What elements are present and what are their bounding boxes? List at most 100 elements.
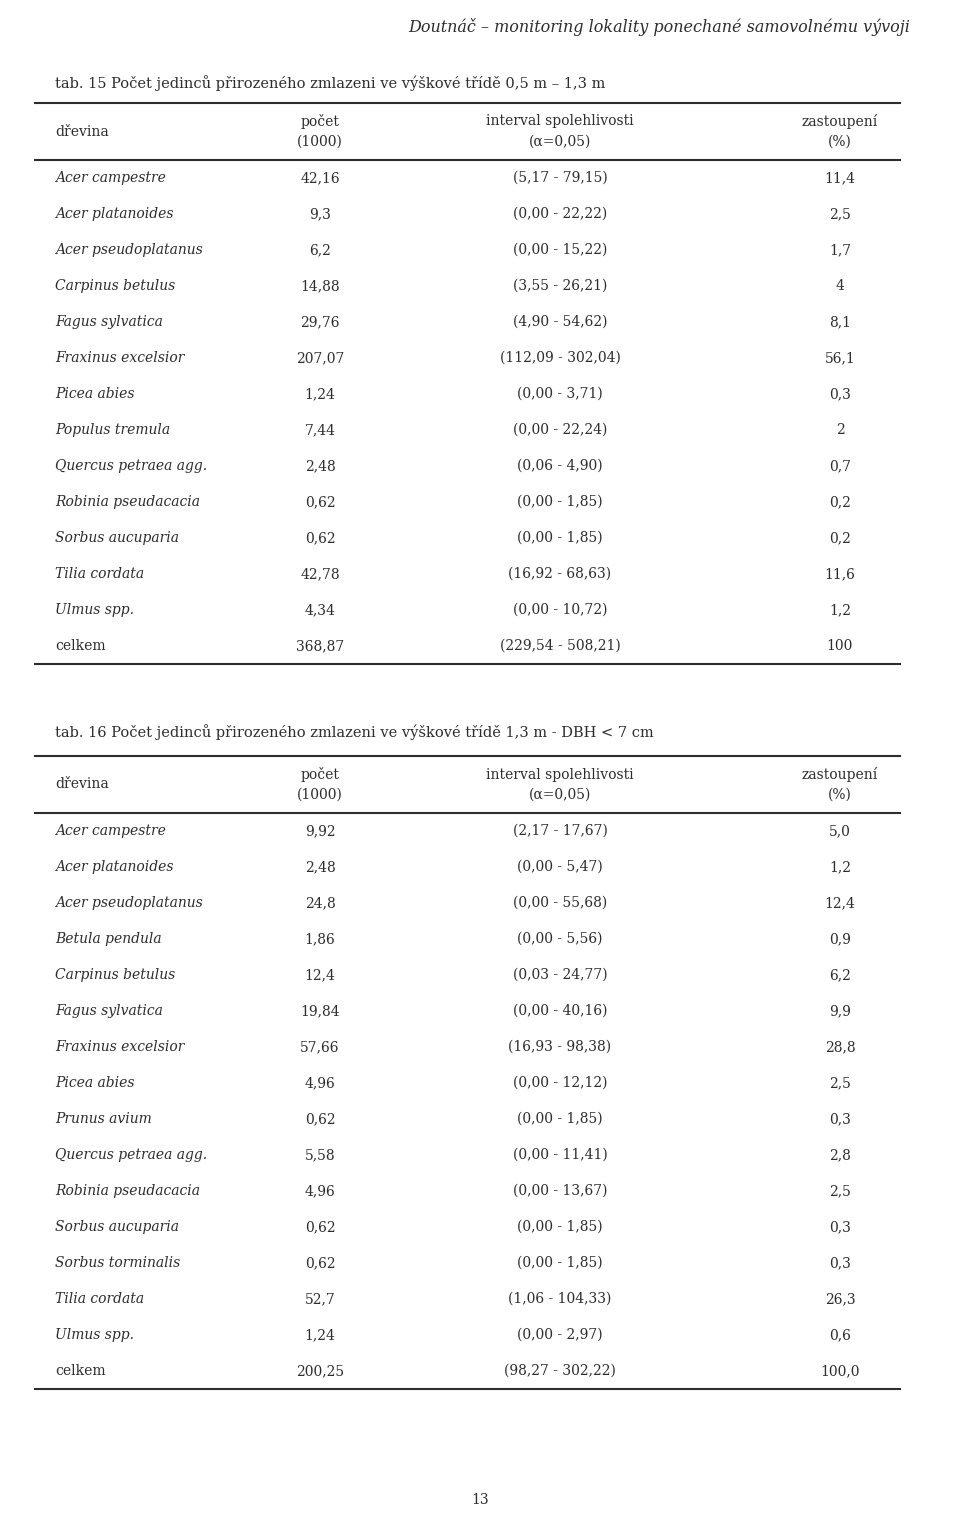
Text: Ulmus spp.: Ulmus spp.: [55, 1327, 134, 1343]
Text: 2,5: 2,5: [829, 1184, 851, 1198]
Text: Fraxinus excelsior: Fraxinus excelsior: [55, 351, 184, 366]
Text: Acer platanoides: Acer platanoides: [55, 860, 174, 873]
Text: tab. 16 Počet jedinců přirozeného zmlazeni ve výškové třídě 1,3 m - DBH < 7 cm: tab. 16 Počet jedinců přirozeného zmlaze…: [55, 724, 654, 739]
Text: (0,00 - 10,72): (0,00 - 10,72): [513, 604, 608, 617]
Text: 9,92: 9,92: [304, 824, 335, 838]
Text: 11,4: 11,4: [825, 171, 855, 184]
Text: zastoupení: zastoupení: [802, 767, 878, 782]
Text: Ulmus spp.: Ulmus spp.: [55, 604, 134, 617]
Text: 52,7: 52,7: [304, 1292, 335, 1306]
Text: 57,66: 57,66: [300, 1039, 340, 1055]
Text: (0,00 - 3,71): (0,00 - 3,71): [517, 387, 603, 401]
Text: 0,3: 0,3: [829, 1113, 851, 1126]
Text: (0,00 - 1,85): (0,00 - 1,85): [517, 495, 603, 509]
Text: 14,88: 14,88: [300, 279, 340, 293]
Text: Acer platanoides: Acer platanoides: [55, 207, 174, 221]
Text: 100: 100: [827, 639, 853, 652]
Text: (0,00 - 55,68): (0,00 - 55,68): [513, 896, 607, 910]
Text: celkem: celkem: [55, 639, 106, 652]
Text: 28,8: 28,8: [825, 1039, 855, 1055]
Text: 6,2: 6,2: [829, 968, 851, 981]
Text: 11,6: 11,6: [825, 567, 855, 581]
Text: Sorbus aucuparia: Sorbus aucuparia: [55, 530, 179, 546]
Text: (0,00 - 15,22): (0,00 - 15,22): [513, 242, 607, 258]
Text: 0,3: 0,3: [829, 387, 851, 401]
Text: 0,62: 0,62: [304, 1221, 335, 1234]
Text: 4,34: 4,34: [304, 604, 335, 617]
Text: počet: počet: [300, 114, 340, 130]
Text: (1000): (1000): [297, 134, 343, 148]
Text: (0,00 - 1,85): (0,00 - 1,85): [517, 1113, 603, 1126]
Text: 2,5: 2,5: [829, 1076, 851, 1090]
Text: 7,44: 7,44: [304, 424, 335, 437]
Text: 0,9: 0,9: [829, 933, 851, 946]
Text: (α=0,05): (α=0,05): [529, 788, 591, 802]
Text: (0,00 - 11,41): (0,00 - 11,41): [513, 1148, 608, 1161]
Text: (98,27 - 302,22): (98,27 - 302,22): [504, 1364, 616, 1378]
Text: 1,86: 1,86: [304, 933, 335, 946]
Text: (16,93 - 98,38): (16,93 - 98,38): [509, 1039, 612, 1055]
Text: (0,06 - 4,90): (0,06 - 4,90): [517, 459, 603, 472]
Text: 1,2: 1,2: [829, 860, 851, 873]
Text: 19,84: 19,84: [300, 1004, 340, 1018]
Text: (229,54 - 508,21): (229,54 - 508,21): [499, 639, 620, 652]
Text: 5,58: 5,58: [304, 1148, 335, 1161]
Text: 5,0: 5,0: [829, 824, 851, 838]
Text: 0,62: 0,62: [304, 530, 335, 546]
Text: 2: 2: [835, 424, 845, 437]
Text: interval spolehlivosti: interval spolehlivosti: [486, 768, 634, 782]
Text: 12,4: 12,4: [304, 968, 335, 981]
Text: tab. 15 Počet jedinců přirozeného zmlazeni ve výškové třídě 0,5 m – 1,3 m: tab. 15 Počet jedinců přirozeného zmlaze…: [55, 75, 606, 91]
Text: Robinia pseudacacia: Robinia pseudacacia: [55, 1184, 200, 1198]
Text: 12,4: 12,4: [825, 896, 855, 910]
Text: 1,24: 1,24: [304, 387, 335, 401]
Text: Acer pseudoplatanus: Acer pseudoplatanus: [55, 896, 203, 910]
Text: 0,3: 0,3: [829, 1256, 851, 1269]
Text: dřevina: dřevina: [55, 125, 108, 139]
Text: 9,3: 9,3: [309, 207, 331, 221]
Text: 368,87: 368,87: [296, 639, 344, 652]
Text: Acer campestre: Acer campestre: [55, 171, 166, 184]
Text: Acer pseudoplatanus: Acer pseudoplatanus: [55, 242, 203, 258]
Text: Fagus sylvatica: Fagus sylvatica: [55, 315, 163, 329]
Text: Populus tremula: Populus tremula: [55, 424, 170, 437]
Text: (%): (%): [828, 788, 852, 802]
Text: (1,06 - 104,33): (1,06 - 104,33): [508, 1292, 612, 1306]
Text: 4,96: 4,96: [304, 1184, 335, 1198]
Text: 0,7: 0,7: [829, 459, 851, 472]
Text: (0,03 - 24,77): (0,03 - 24,77): [513, 968, 608, 981]
Text: 1,24: 1,24: [304, 1327, 335, 1343]
Text: 200,25: 200,25: [296, 1364, 344, 1378]
Text: Doutnáč – monitoring lokality ponechané samovolnému vývoji: Doutnáč – monitoring lokality ponechané …: [408, 18, 910, 37]
Text: 1,2: 1,2: [829, 604, 851, 617]
Text: 0,62: 0,62: [304, 1256, 335, 1269]
Text: 4,96: 4,96: [304, 1076, 335, 1090]
Text: (α=0,05): (α=0,05): [529, 134, 591, 148]
Text: dřevina: dřevina: [55, 777, 108, 791]
Text: Carpinus betulus: Carpinus betulus: [55, 279, 176, 293]
Text: Carpinus betulus: Carpinus betulus: [55, 968, 176, 981]
Text: 56,1: 56,1: [825, 351, 855, 366]
Text: 207,07: 207,07: [296, 351, 345, 366]
Text: Prunus avium: Prunus avium: [55, 1113, 152, 1126]
Text: Sorbus aucuparia: Sorbus aucuparia: [55, 1221, 179, 1234]
Text: Tilia cordata: Tilia cordata: [55, 567, 144, 581]
Text: (0,00 - 5,56): (0,00 - 5,56): [517, 933, 603, 946]
Text: 2,5: 2,5: [829, 207, 851, 221]
Text: Fagus sylvatica: Fagus sylvatica: [55, 1004, 163, 1018]
Text: 0,3: 0,3: [829, 1221, 851, 1234]
Text: (0,00 - 1,85): (0,00 - 1,85): [517, 1221, 603, 1234]
Text: 4: 4: [835, 279, 845, 293]
Text: (0,00 - 22,24): (0,00 - 22,24): [513, 424, 607, 437]
Text: 8,1: 8,1: [829, 315, 851, 329]
Text: Quercus petraea agg.: Quercus petraea agg.: [55, 459, 207, 472]
Text: (0,00 - 2,97): (0,00 - 2,97): [517, 1327, 603, 1343]
Text: 13: 13: [471, 1494, 489, 1507]
Text: 2,48: 2,48: [304, 459, 335, 472]
Text: 9,9: 9,9: [829, 1004, 851, 1018]
Text: 29,76: 29,76: [300, 315, 340, 329]
Text: (0,00 - 5,47): (0,00 - 5,47): [517, 860, 603, 873]
Text: (4,90 - 54,62): (4,90 - 54,62): [513, 315, 608, 329]
Text: (0,00 - 22,22): (0,00 - 22,22): [513, 207, 607, 221]
Text: 100,0: 100,0: [820, 1364, 860, 1378]
